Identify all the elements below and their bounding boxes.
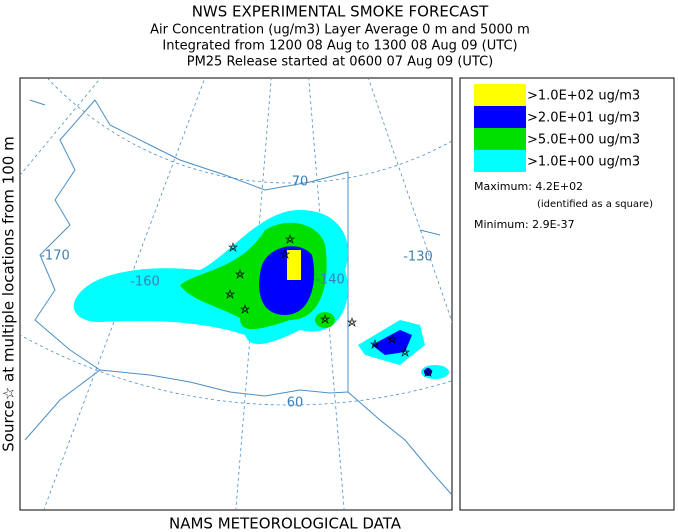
legend-swatch	[474, 150, 526, 172]
side-label: Source☆ at multiple locations from 100 m	[0, 136, 18, 451]
map-panel: -170 -160 -140 -130 70 60	[19, 77, 453, 511]
grid-label: -170	[40, 249, 70, 264]
legend-swatch	[474, 84, 526, 106]
subtitle: Air Concentration (ug/m3) Layer Average …	[150, 23, 530, 38]
legend-swatch	[474, 106, 526, 128]
grid-label: -140	[315, 273, 345, 288]
title: NWS EXPERIMENTAL SMOKE FORECAST	[192, 3, 489, 21]
grid-label: -160	[130, 275, 160, 290]
minimum: Minimum: 2.9E-37	[474, 218, 575, 231]
grid-label: 70	[292, 175, 309, 190]
legend-label: >2.0E+01 ug/m3	[527, 111, 640, 126]
footer: NAMS METEOROLOGICAL DATA	[169, 515, 402, 532]
grid-label: -130	[403, 250, 433, 265]
smoke-blue	[372, 330, 412, 355]
legend-label: >1.0E+02 ug/m3	[527, 89, 640, 104]
legend-panel: >1.0E+02 ug/m3 >2.0E+01 ug/m3 >5.0E+00 ug/…	[459, 77, 675, 511]
subtitle: Integrated from 1200 08 Aug to 1300 08 A…	[162, 39, 517, 54]
smoke-green	[315, 312, 335, 328]
smoke-yellow	[287, 250, 301, 280]
maximum-note: (identified as a square)	[537, 199, 653, 210]
grid-label: 60	[287, 396, 304, 411]
legend-label: >1.0E+00 ug/m3	[527, 155, 640, 170]
maximum: Maximum: 4.2E+02	[474, 180, 583, 193]
legend-swatch	[474, 128, 526, 150]
source-stars	[225, 234, 433, 377]
legend-label: >5.0E+00 ug/m3	[527, 133, 640, 148]
subtitle: PM25 Release started at 0600 07 Aug 09 (…	[187, 55, 494, 70]
